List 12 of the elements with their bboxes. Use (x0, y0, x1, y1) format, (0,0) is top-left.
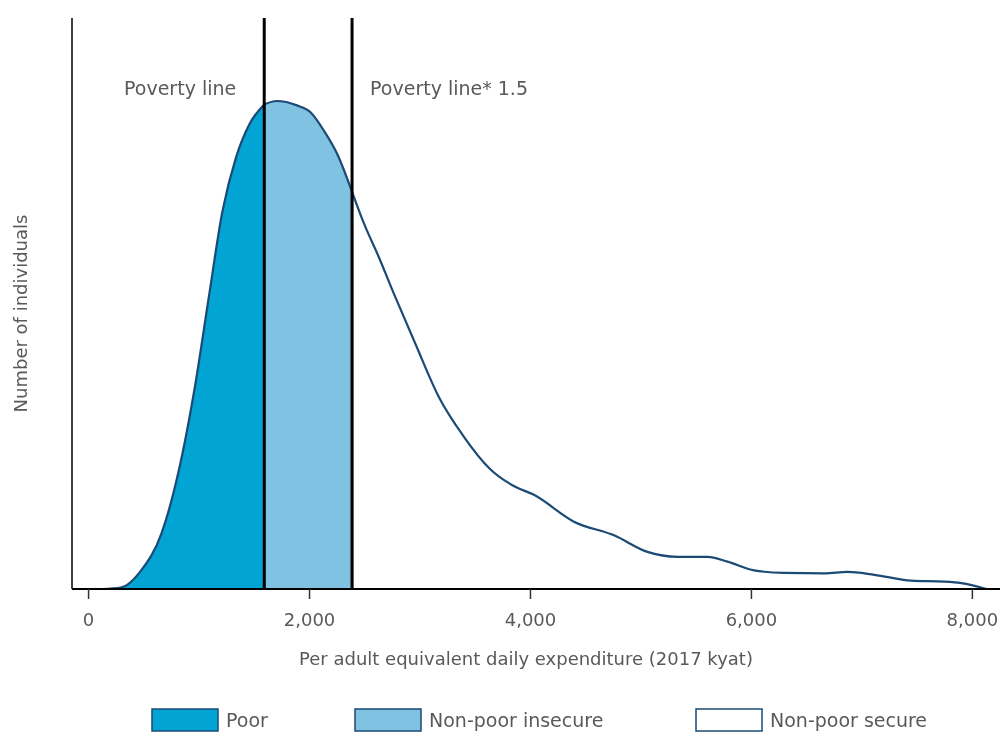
x-tick-label: 8,000 (946, 609, 999, 630)
ref-line-label: Poverty line (124, 77, 237, 99)
ref-line-label: Poverty line* 1.5 (370, 77, 528, 99)
y-axis-title: Number of individuals (10, 214, 31, 413)
x-axis-title: Per adult equivalent daily expenditure (2017 kyat) (299, 648, 753, 669)
x-tick-label: 0 (82, 609, 95, 630)
legend-label: Non-poor secure (770, 709, 928, 731)
x-tick-label: 4,000 (504, 609, 557, 630)
legend-label: Poor (226, 709, 269, 731)
x-tick-label: 6,000 (725, 609, 778, 630)
legend-label: Non-poor insecure (429, 709, 604, 731)
x-tick-label: 2,000 (283, 609, 336, 630)
